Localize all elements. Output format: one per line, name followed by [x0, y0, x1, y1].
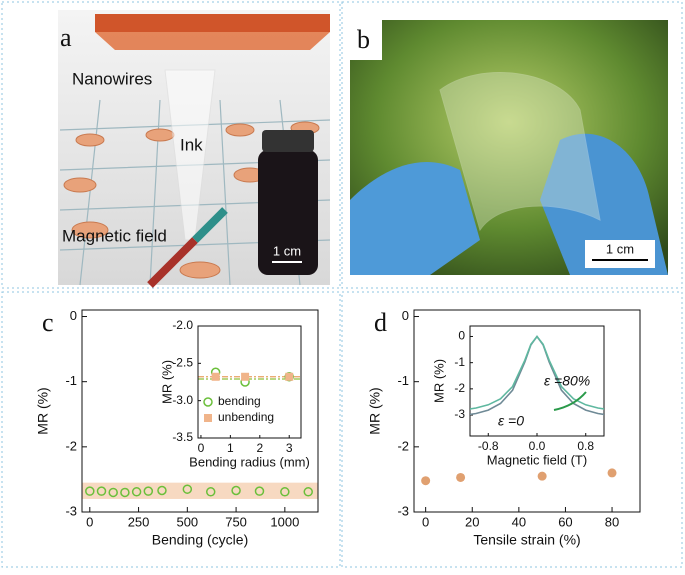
- point: [120, 487, 130, 498]
- x-tick-label: 80: [605, 514, 619, 529]
- annotation: ε =0: [498, 413, 524, 429]
- legend-marker: [203, 397, 213, 407]
- y-axis-label: MR (%): [35, 387, 51, 434]
- x-tick-label: 500: [176, 514, 198, 529]
- y-tick-label: -2: [397, 438, 409, 453]
- y-tick-label: -2.5: [172, 356, 193, 370]
- y-tick-label: -3: [65, 503, 77, 518]
- point: [421, 476, 431, 486]
- inset-bg: [470, 326, 604, 436]
- annotation: Nanowires: [72, 69, 152, 88]
- annotation: ε =80%: [544, 373, 590, 389]
- point: [96, 486, 107, 496]
- x-tick-label: 1: [227, 441, 234, 455]
- point: [143, 486, 154, 496]
- y-tick-label: -3: [454, 407, 465, 421]
- x-tick-label: -0.8: [478, 439, 499, 453]
- point: [254, 486, 265, 496]
- point: [303, 487, 313, 497]
- scale-label: 1 cm: [606, 241, 634, 256]
- plot-frame: [81, 309, 319, 513]
- point: [157, 485, 167, 496]
- point: [131, 487, 142, 497]
- x-tick-label: 0: [198, 441, 205, 455]
- point: [280, 487, 290, 497]
- y-axis-label: MR (%): [159, 360, 174, 404]
- scale-label: 1 cm: [273, 243, 301, 258]
- y-tick-label: -2: [454, 381, 465, 395]
- panel-label: c: [42, 308, 54, 337]
- annotation: Ink: [180, 135, 203, 154]
- y-tick-label: -1: [397, 373, 409, 388]
- point: [537, 471, 547, 481]
- x-axis-label: Bending radius (mm): [189, 454, 310, 469]
- x-tick-label: 750: [225, 514, 247, 529]
- x-tick-label: 20: [465, 514, 479, 529]
- x-tick-label: 3: [286, 441, 293, 455]
- point: [285, 372, 294, 381]
- legend-label: bending: [218, 394, 261, 408]
- y-tick-label: -2.0: [172, 318, 193, 332]
- arrow: [553, 391, 587, 411]
- plot-frame: [197, 325, 302, 439]
- y-tick-label: -2: [65, 438, 77, 453]
- point: [211, 372, 220, 381]
- x-tick-label: 0.0: [529, 439, 546, 453]
- point: [231, 485, 241, 496]
- photo-a: [58, 10, 331, 288]
- point: [456, 472, 466, 482]
- x-tick-label: 40: [512, 514, 526, 529]
- y-tick-label: -1: [65, 373, 77, 388]
- point: [85, 486, 95, 496]
- photo-b: [350, 20, 668, 275]
- y-tick-label: -3.0: [172, 393, 193, 407]
- y-tick-label: 0: [458, 329, 465, 343]
- panel-label: d: [374, 308, 387, 337]
- legend-marker: [204, 414, 212, 422]
- plot-frame: [413, 309, 641, 513]
- x-axis-label: Magnetic field (T): [487, 452, 587, 467]
- x-tick-label: 250: [128, 514, 150, 529]
- point: [108, 487, 118, 498]
- x-tick-label: 60: [558, 514, 572, 529]
- y-axis-label: MR (%): [367, 387, 383, 434]
- legend-label: unbending: [218, 410, 274, 424]
- point: [607, 468, 617, 478]
- point: [182, 484, 193, 494]
- point: [241, 372, 250, 381]
- y-axis-label: MR (%): [431, 359, 446, 403]
- annotation: Magnetic field: [62, 226, 167, 245]
- point: [205, 487, 216, 497]
- line: [470, 335, 604, 410]
- y-tick-label: 0: [402, 308, 409, 323]
- panel-label: a: [60, 23, 72, 52]
- x-axis-label: Tensile strain (%): [473, 532, 580, 548]
- x-tick-label: 0.8: [577, 439, 594, 453]
- x-tick-label: 0: [86, 514, 93, 529]
- x-tick-label: 0: [422, 514, 429, 529]
- y-tick-label: -3.5: [172, 430, 193, 444]
- y-tick-label: 0: [70, 308, 77, 323]
- panel-label: b: [357, 25, 370, 54]
- y-tick-label: -1: [454, 355, 465, 369]
- x-tick-label: 2: [256, 441, 263, 455]
- x-axis-label: Bending (cycle): [152, 532, 249, 548]
- x-tick-label: 1000: [270, 514, 299, 529]
- y-tick-label: -3: [397, 503, 409, 518]
